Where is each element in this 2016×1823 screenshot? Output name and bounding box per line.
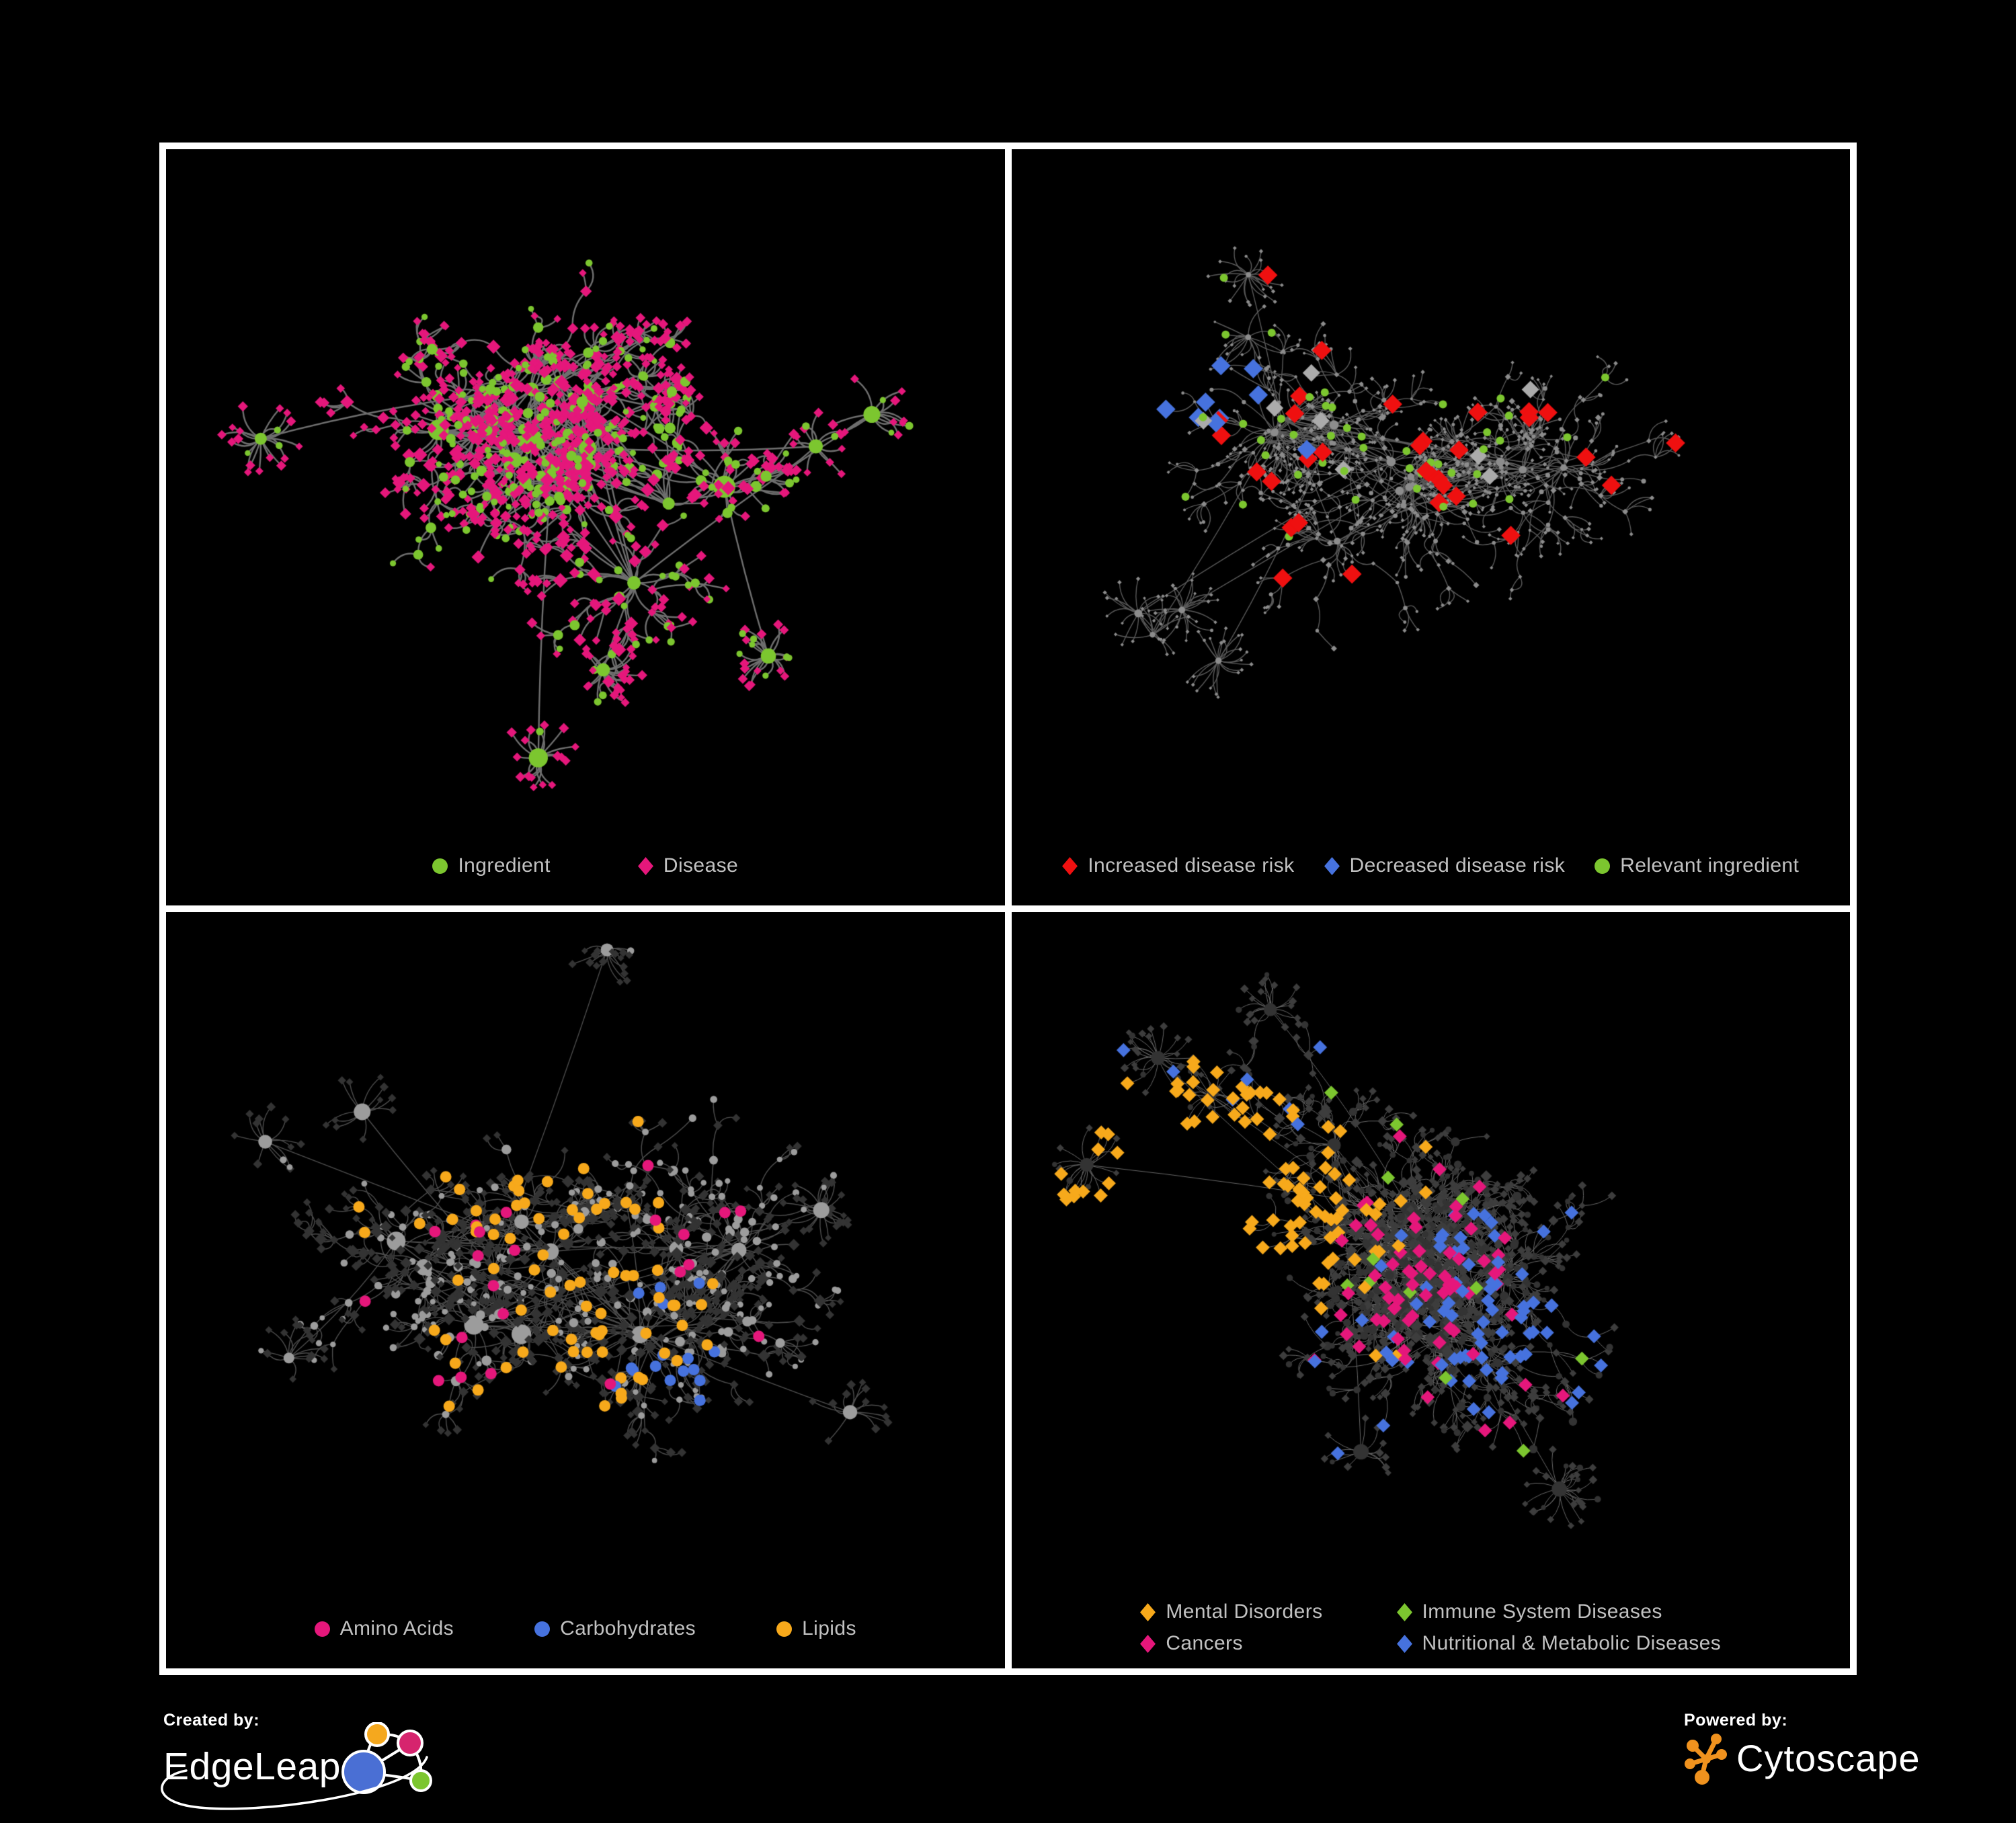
- legend-nutrient-classes: Amino Acids Carbohydrates Lipids: [166, 1617, 1005, 1640]
- legend-swatch-diamond: [1062, 856, 1078, 875]
- legend-item: Amino Acids: [314, 1617, 454, 1640]
- legend-item: Cancers: [1140, 1632, 1243, 1655]
- network-canvas-nutrient-classes: [166, 912, 1005, 1668]
- legend-item: Increased disease risk: [1062, 854, 1294, 877]
- legend-item-label: Decreased disease risk: [1349, 854, 1566, 877]
- panel-disease-risk: Increased disease risk Decreased disease …: [1011, 149, 1851, 905]
- panel-disease-categories: Mental Disorders Immune System Diseases Ca…: [1011, 912, 1851, 1668]
- legend-item: Relevant ingredient: [1595, 854, 1799, 877]
- legend-item-label: Carbohydrates: [560, 1617, 696, 1639]
- legend-ingredient-disease: Ingredient Disease: [166, 854, 1005, 877]
- legend-item-label: Amino Acids: [339, 1617, 454, 1639]
- legend-item-label: Disease: [663, 854, 739, 877]
- network-grid: Ingredient Disease Increased disease risk…: [159, 143, 1857, 1675]
- legend-item-label: Ingredient: [458, 854, 551, 877]
- cytoscape-brand: Cytoscape: [1736, 1737, 1921, 1779]
- legend-swatch-circle: [1595, 858, 1611, 874]
- legend-item: Decreased disease risk: [1324, 854, 1566, 877]
- legend-item-label: Nutritional & Metabolic Diseases: [1422, 1632, 1722, 1654]
- legend-swatch-circle: [314, 1621, 330, 1637]
- legend-swatch-diamond: [1140, 1634, 1156, 1653]
- panel-ingredient-disease: Ingredient Disease: [166, 149, 1005, 905]
- legend-item-label: Mental Disorders: [1166, 1601, 1323, 1623]
- legend-swatch-diamond: [1396, 1634, 1412, 1653]
- legend-disease-risk: Increased disease risk Decreased disease …: [1012, 854, 1851, 877]
- legend-item-label: Increased disease risk: [1088, 854, 1295, 877]
- legend-item-label: Relevant ingredient: [1620, 854, 1800, 877]
- legend-item-label: Lipids: [802, 1617, 856, 1639]
- legend-swatch-diamond: [1324, 856, 1340, 875]
- legend-swatch-diamond: [1396, 1603, 1412, 1621]
- created-by-label: Created by:: [163, 1711, 260, 1730]
- legend-item: Ingredient: [432, 854, 550, 877]
- legend-item: Mental Disorders: [1140, 1601, 1322, 1623]
- legend-item: Immune System Diseases: [1396, 1601, 1662, 1623]
- legend-swatch-diamond: [1140, 1603, 1156, 1621]
- powered-by-label: Powered by:: [1684, 1711, 1788, 1730]
- created-by-block: Created by: EdgeLeap: [161, 1711, 442, 1810]
- legend-swatch-diamond: [637, 856, 653, 875]
- legend-item: Disease: [637, 854, 739, 877]
- legend-item-label: Cancers: [1166, 1632, 1243, 1654]
- legend-swatch-circle: [432, 858, 448, 874]
- network-canvas-disease-categories: [1011, 912, 1850, 1668]
- cytoscape-logo-icon: [1685, 1734, 1727, 1785]
- edgeleap-logo-icon: [341, 1722, 432, 1794]
- legend-item: Nutritional & Metabolic Diseases: [1396, 1632, 1722, 1655]
- legend-disease-categories: Mental Disorders Immune System Diseases Ca…: [1012, 1601, 1851, 1655]
- edgeleap-brand: EdgeLeap: [163, 1744, 341, 1788]
- powered-by-block: Powered by: Cytoscape: [1684, 1711, 1921, 1785]
- legend-item-label: Immune System Diseases: [1422, 1601, 1662, 1623]
- legend-item: Carbohydrates: [534, 1617, 696, 1640]
- legend-swatch-circle: [534, 1621, 551, 1637]
- network-canvas-ingredient-disease: [166, 149, 1005, 905]
- panel-nutrient-classes: Amino Acids Carbohydrates Lipids: [166, 912, 1005, 1668]
- network-canvas-disease-risk: [1011, 149, 1850, 905]
- legend-item: Lipids: [776, 1617, 856, 1640]
- legend-swatch-circle: [776, 1621, 793, 1637]
